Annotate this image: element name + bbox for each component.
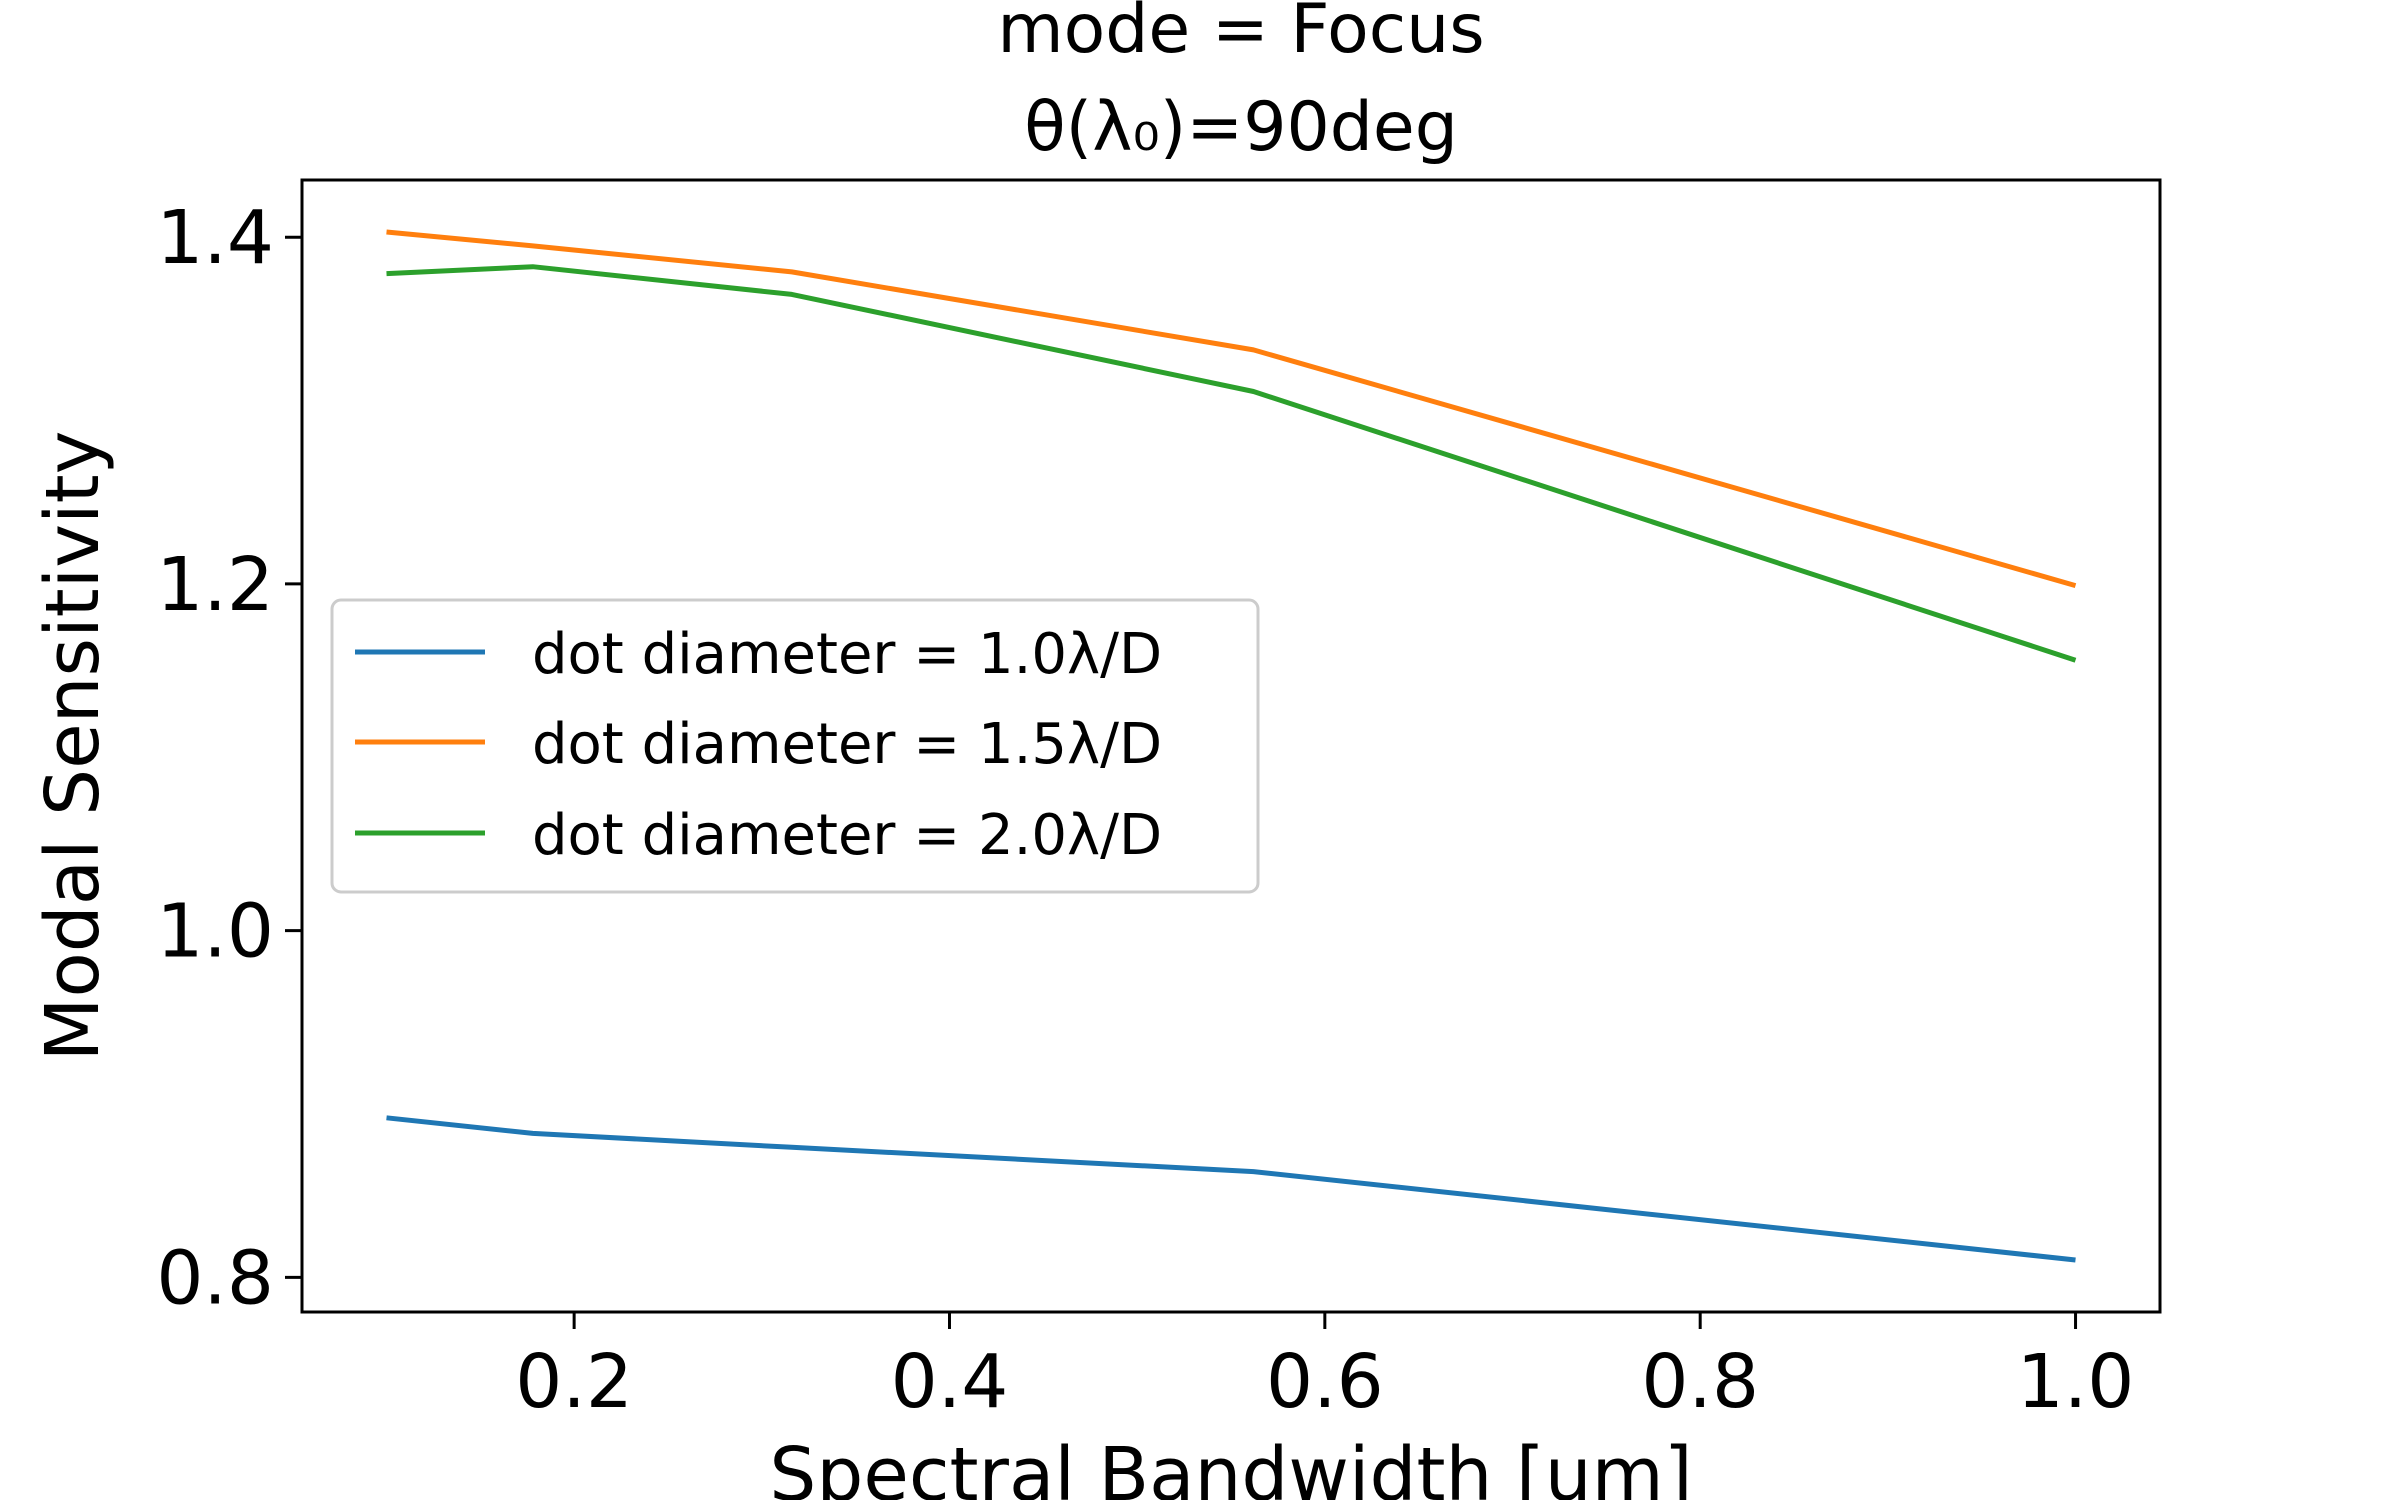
plot-frame	[300, 178, 2162, 1314]
legend: dot diameter = 1.0λ/D dot diameter = 1.5…	[330, 598, 1260, 894]
y-tick-label: 1.0	[156, 889, 274, 975]
x-tick-label: 0.2	[515, 1339, 633, 1425]
x-tick-label: 0.6	[1266, 1339, 1384, 1425]
y-tick-label: 0.8	[156, 1235, 274, 1321]
chart-title-line1: mode = Focus	[997, 0, 1484, 69]
legend-label-1: dot diameter = 1.0λ/D	[532, 622, 1162, 687]
y-axis-ticks: 0.8 1.0 1.2 1.4	[156, 195, 302, 1321]
x-tick-label: 0.4	[891, 1339, 1009, 1425]
x-axis-ticks: 0.2 0.4 0.6 0.8 1.0	[515, 1312, 2134, 1425]
series-line-3	[386, 264, 2077, 663]
legend-label-3: dot diameter = 2.0λ/D	[532, 803, 1162, 868]
chart-title-line2: θ(λ₀)=90deg	[1024, 88, 1458, 167]
y-tick-label: 1.4	[156, 195, 274, 281]
series-line-1	[386, 1115, 2076, 1263]
series-line-2	[386, 229, 2077, 589]
legend-frame	[330, 598, 1260, 894]
y-axis-label: Modal Sensitivity	[30, 431, 116, 1062]
y-tick-label: 1.2	[156, 542, 274, 628]
x-tick-label: 0.8	[1641, 1339, 1759, 1425]
legend-label-2: dot diameter = 1.5λ/D	[532, 712, 1162, 777]
x-axis-label: Spectral Bandwidth [um]	[769, 1432, 1692, 1500]
series-layer	[386, 229, 2077, 1263]
x-tick-label: 1.0	[2017, 1339, 2135, 1425]
